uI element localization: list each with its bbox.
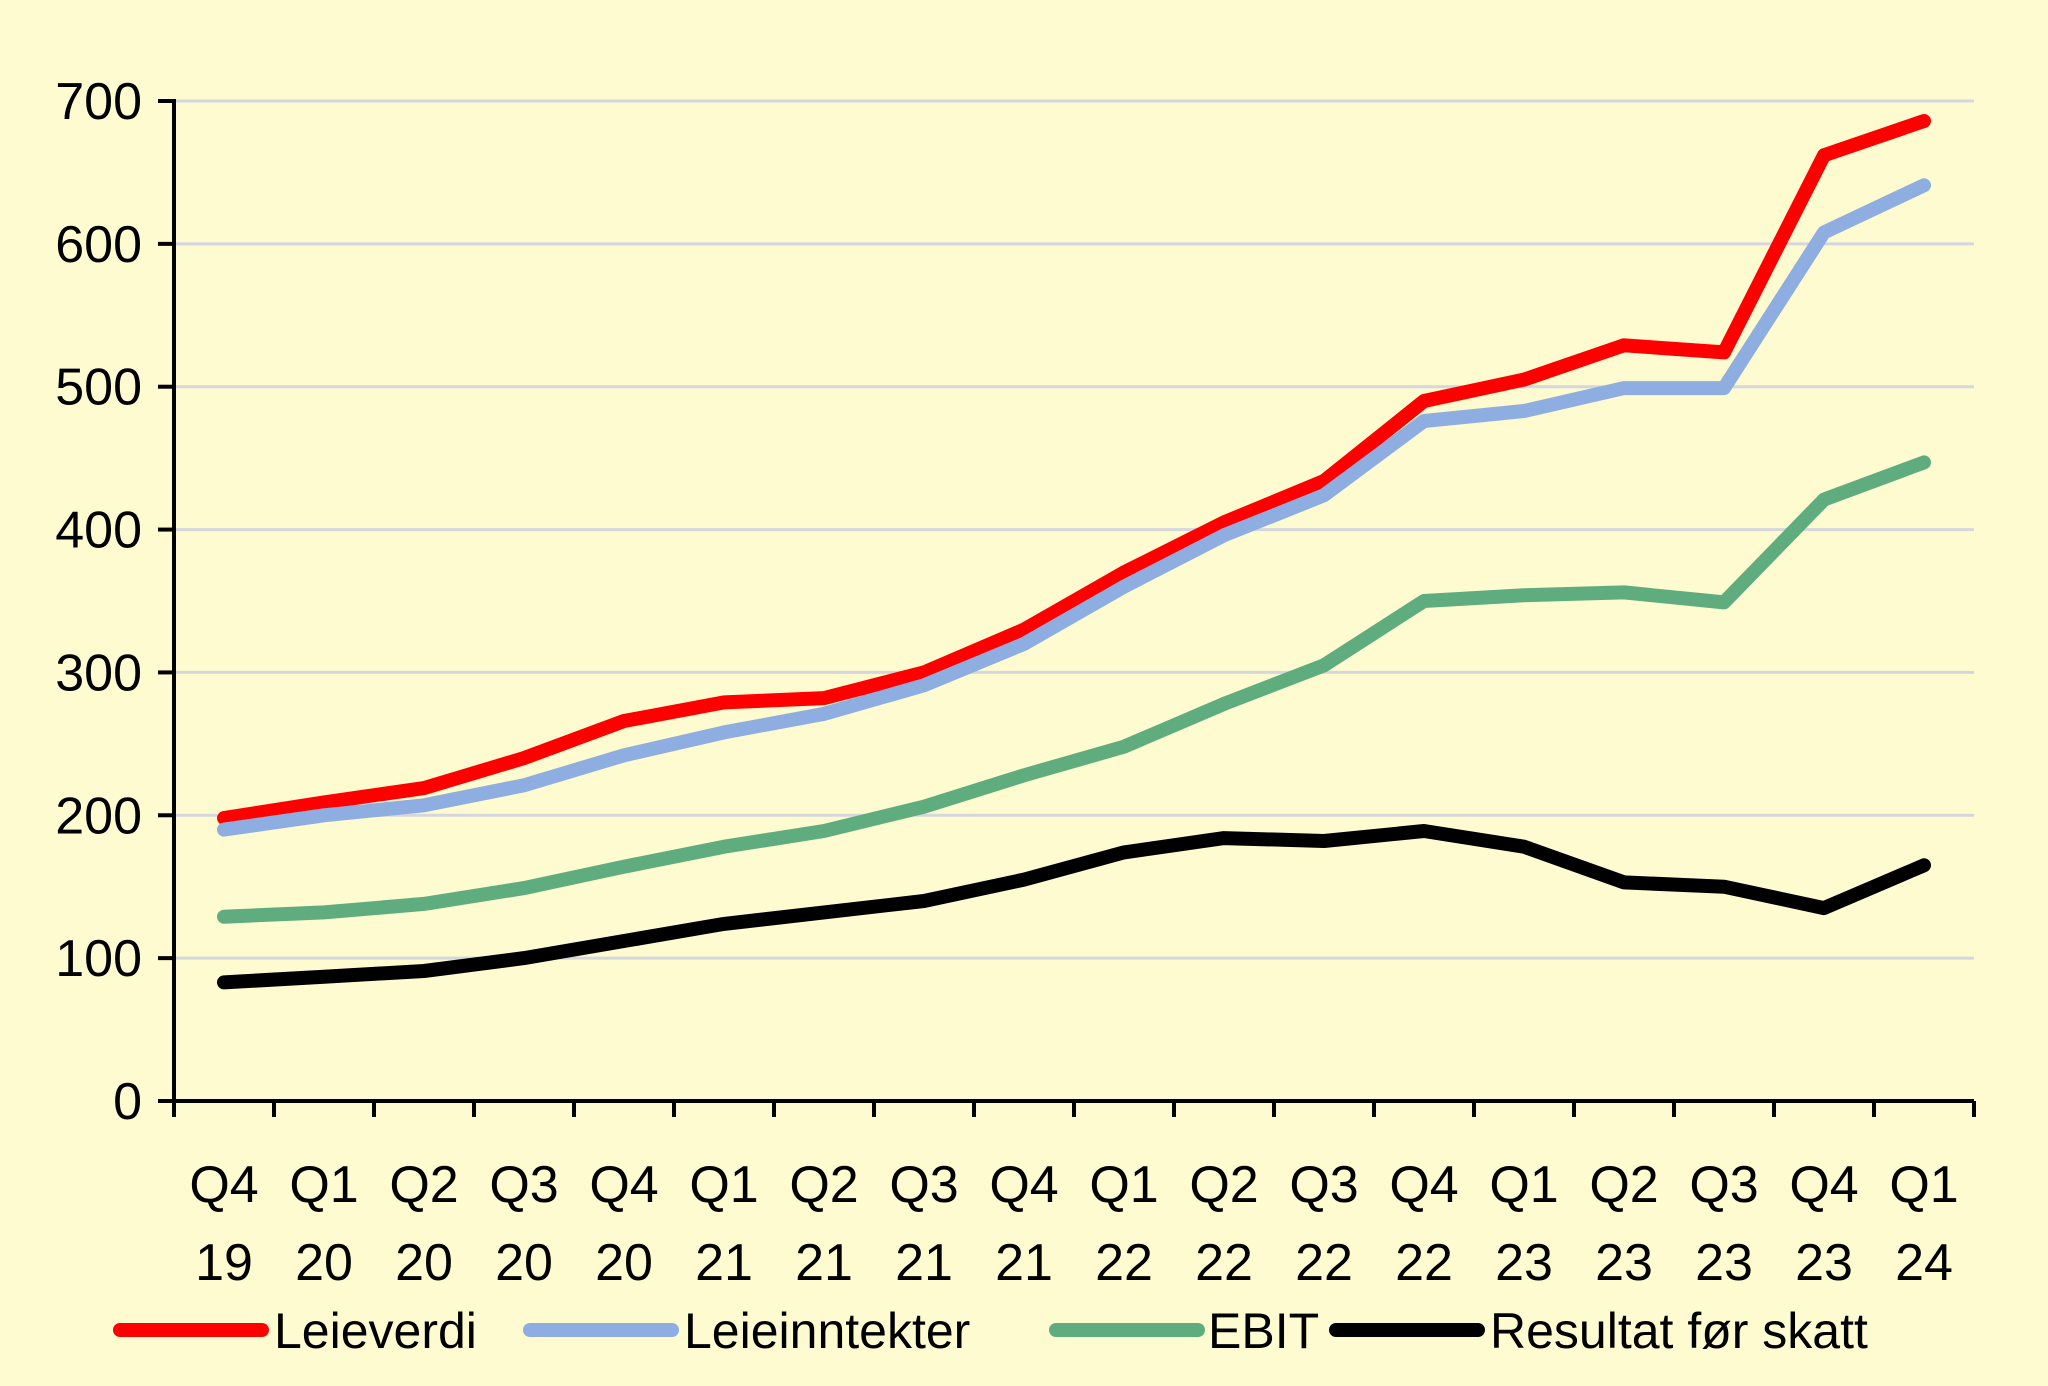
series-lines (217, 114, 1931, 990)
x-tick-label-quarter: Q3 (489, 1156, 558, 1214)
x-tick-label-year: 23 (1795, 1234, 1853, 1292)
y-tick-label: 0 (113, 1073, 142, 1131)
x-tick-label-quarter: Q4 (989, 1156, 1058, 1214)
x-tick-label-year: 22 (1095, 1234, 1153, 1292)
legend-label-1: Leieverdi (274, 1303, 477, 1359)
x-tick-label-quarter: Q3 (1689, 1156, 1758, 1214)
x-tick-label-year: 21 (995, 1234, 1053, 1292)
x-tick-label-quarter: Q4 (1789, 1156, 1858, 1214)
y-tick-label: 700 (55, 73, 142, 131)
x-tick-label-year: 20 (295, 1234, 353, 1292)
x-tick-label-quarter: Q2 (1589, 1156, 1658, 1214)
legend-label-2: Leieinntekter (684, 1303, 970, 1359)
x-tick-label-quarter: Q4 (1389, 1156, 1458, 1214)
x-tick-label-year: 22 (1295, 1234, 1353, 1292)
x-tick-label-quarter: Q2 (389, 1156, 458, 1214)
series-line-3 (217, 455, 1931, 924)
x-tick-label-year: 22 (1395, 1234, 1453, 1292)
y-tick-label: 100 (55, 930, 142, 988)
y-tick-label: 500 (55, 359, 142, 417)
x-tick-label-year: 19 (195, 1234, 253, 1292)
x-tick-label-year: 22 (1195, 1234, 1253, 1292)
x-tick-label-quarter: Q1 (1489, 1156, 1558, 1214)
legend: Leieverdi Leieinntekter EBIT Resultat før s… (113, 1303, 1868, 1359)
x-tick-label-quarter: Q4 (589, 1156, 658, 1214)
x-tick-label-quarter: Q2 (1189, 1156, 1258, 1214)
x-tick-label-year: 20 (495, 1234, 553, 1292)
y-tick-label: 300 (55, 644, 142, 702)
axes: 0 100 200 300 400 500 600 700 Q4 19 Q1 20 Q2 20 Q3 20 Q4… (55, 73, 1976, 1292)
x-tick-label-year: 21 (695, 1234, 753, 1292)
x-tick-label-quarter: Q3 (1289, 1156, 1358, 1214)
legend-label-4: Resultat før skatt (1490, 1303, 1868, 1359)
x-tick-label-year: 21 (895, 1234, 953, 1292)
x-tick-label-year: 23 (1695, 1234, 1753, 1292)
series-line-4 (217, 824, 1931, 990)
series-line-1 (217, 114, 1931, 826)
x-tick-label-year: 24 (1895, 1234, 1953, 1292)
y-tick-label: 200 (55, 787, 142, 845)
series-line-2 (217, 178, 1931, 837)
legend-label-3: EBIT (1208, 1303, 1319, 1359)
x-tick-label-quarter: Q1 (689, 1156, 758, 1214)
x-tick-label-quarter: Q2 (789, 1156, 858, 1214)
x-tick-label-year: 23 (1595, 1234, 1653, 1292)
x-tick-label-year: 23 (1495, 1234, 1553, 1292)
x-tick-label-quarter: Q1 (1089, 1156, 1158, 1214)
x-tick-label-year: 21 (795, 1234, 853, 1292)
x-tick-label-quarter: Q4 (189, 1156, 258, 1214)
x-tick-label-year: 20 (395, 1234, 453, 1292)
x-tick-label-quarter: Q3 (889, 1156, 958, 1214)
y-tick-label: 600 (55, 216, 142, 274)
x-tick-label-quarter: Q1 (289, 1156, 358, 1214)
y-tick-label: 400 (55, 502, 142, 560)
x-tick-label-quarter: Q1 (1889, 1156, 1958, 1214)
x-tick-label-year: 20 (595, 1234, 653, 1292)
